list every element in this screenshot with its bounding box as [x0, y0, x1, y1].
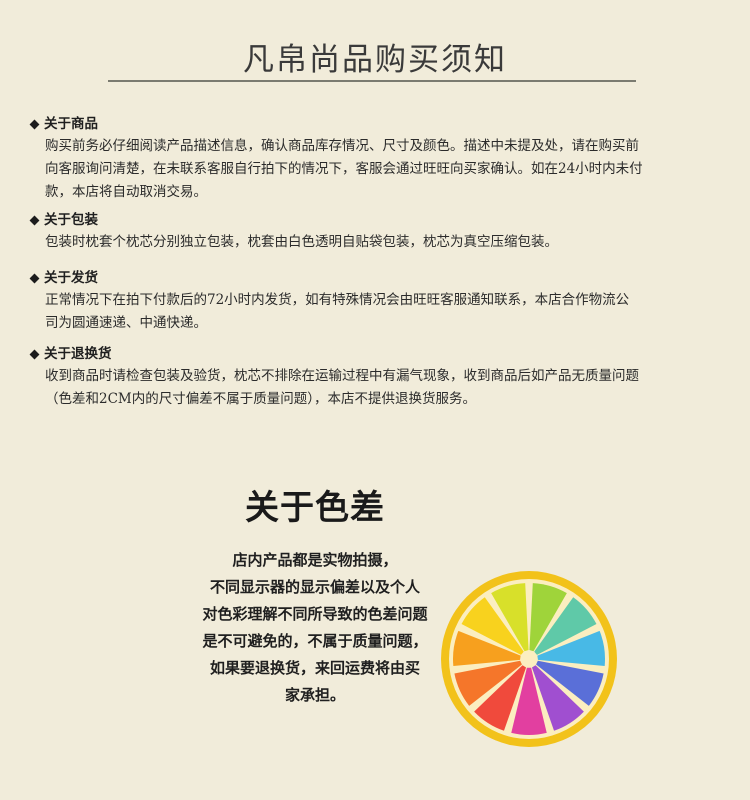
- section-shipping: 关于发货 正常情况下在拍下付款后的72小时内发货，如有特殊情况会由旺旺客服通知联…: [28, 269, 728, 335]
- lemon-segment: [537, 630, 605, 667]
- body-line: （色差和2CM内的尺寸偏差不属于质量问题），本店不提供退换货服务。: [45, 391, 476, 407]
- body-line: 正常情况下在拍下付款后的72小时内发货，如有特殊情况会由旺旺客服通知联系，本店合…: [45, 292, 630, 308]
- lemon-segment: [474, 665, 527, 731]
- color-difference-notice: 关于色差 店内产品都是实物拍摄， 不同显示器的显示偏差以及个人 对色彩理解不同所…: [180, 480, 450, 709]
- diamond-bullet-icon: [29, 349, 40, 359]
- color-notice-line: 是不可避免的，不属于质量问题，: [202, 632, 428, 650]
- section-body: 包装时枕套个枕芯分别独立包装，枕套由白色透明自贴袋包装，枕芯为真空压缩包装。: [45, 231, 728, 254]
- color-notice-line: 如果要退换货，来回运费将由买: [209, 659, 420, 677]
- diamond-bullet-icon: [29, 215, 40, 225]
- color-notice-line: 家承担。: [284, 686, 345, 704]
- lemon-segment: [491, 583, 529, 652]
- body-line: 收到商品时请检查包装及验货，枕芯不排除在运输过程中有漏气现象，收到商品后如产品无…: [45, 368, 639, 384]
- title-divider: [108, 80, 636, 82]
- lemon-segment: [531, 665, 584, 731]
- lemon-segment: [454, 660, 522, 706]
- section-body: 收到商品时请检查包装及验货，枕芯不排除在运输过程中有漏气现象，收到商品后如产品无…: [45, 365, 728, 411]
- color-notice-line: 店内产品都是实物拍摄，: [232, 551, 398, 569]
- lemon-segment: [453, 630, 521, 667]
- section-body: 正常情况下在拍下付款后的72小时内发货，如有特殊情况会由旺旺客服通知联系，本店合…: [45, 289, 728, 335]
- color-lemon-icon: [441, 571, 617, 747]
- section-heading: 关于退换货: [44, 346, 112, 362]
- lemon-segment: [511, 667, 547, 735]
- lemon-segment: [461, 597, 524, 655]
- section-product: 关于商品 购买前务必仔细阅读产品描述信息，确认商品库存情况、尺寸及颜色。描述中未…: [28, 115, 728, 204]
- body-line: 购买前务必仔细阅读产品描述信息，确认商品库存情况、尺寸及颜色。描述中未提及处，请…: [45, 138, 639, 154]
- diamond-bullet-icon: [29, 273, 40, 283]
- body-line: 司为圆通速递、中通快递。: [45, 315, 207, 331]
- section-body: 购买前务必仔细阅读产品描述信息，确认商品库存情况、尺寸及颜色。描述中未提及处，请…: [45, 135, 728, 204]
- section-heading: 关于商品: [44, 116, 98, 132]
- body-line: 向客服询问清楚，在未联系客服自行拍下的情况下，客服会通过旺旺向买家确认。如在24…: [45, 161, 643, 177]
- body-line: 包装时枕套个枕芯分别独立包装，枕套由白色透明自贴袋包装，枕芯为真空压缩包装。: [45, 234, 558, 250]
- lemon-segment: [534, 597, 597, 655]
- lemon-segment: [529, 583, 567, 652]
- section-packaging: 关于包装 包装时枕套个枕芯分别独立包装，枕套由白色透明自贴袋包装，枕芯为真空压缩…: [28, 211, 728, 254]
- color-notice-title: 关于色差: [245, 488, 385, 528]
- color-notice-line: 对色彩理解不同所导致的色差问题: [202, 605, 428, 623]
- section-heading: 关于发货: [44, 270, 98, 286]
- page-title: 凡帛尚品购买须知: [243, 42, 507, 78]
- section-heading: 关于包装: [44, 212, 98, 228]
- diamond-bullet-icon: [29, 119, 40, 129]
- lemon-core: [523, 653, 535, 665]
- color-notice-line: 不同显示器的显示偏差以及个人: [209, 578, 420, 596]
- section-returns: 关于退换货 收到商品时请检查包装及验货，枕芯不排除在运输过程中有漏气现象，收到商…: [28, 345, 728, 411]
- lemon-segment: [536, 660, 604, 706]
- body-line: 款，本店将自动取消交易。: [45, 184, 207, 200]
